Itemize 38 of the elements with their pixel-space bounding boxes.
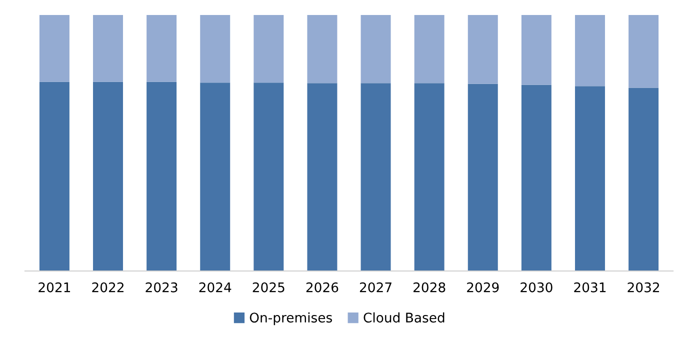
legend-label: Cloud Based: [364, 312, 444, 323]
bar: [468, 84, 498, 271]
legend-label: On-premises: [250, 312, 332, 326]
bar: [200, 82, 230, 271]
bar: [254, 15, 284, 83]
bar: [307, 83, 338, 271]
x-tick-label: 2026: [306, 282, 338, 292]
bar: [39, 15, 70, 82]
bar: [93, 82, 124, 271]
x-tick-label: 2030: [520, 282, 552, 292]
bar: [414, 15, 444, 84]
bar: [628, 15, 659, 88]
x-tick-label: 2024: [199, 282, 232, 292]
bar: [93, 15, 124, 82]
x-tick-label: 2025: [252, 282, 284, 292]
bar: [146, 82, 177, 271]
bar: [146, 15, 177, 82]
bar: [521, 15, 552, 85]
x-tick-label: 2027: [360, 282, 392, 292]
x-tick-label: 2022: [92, 282, 124, 292]
bar: [468, 15, 498, 84]
x-tick-label: 2028: [414, 282, 446, 292]
x-tick-label: 2032: [628, 282, 660, 292]
bar: [574, 86, 605, 271]
bar: [628, 88, 659, 271]
bar: [414, 83, 444, 271]
x-tick-label: 2023: [146, 282, 178, 292]
x-tick-label: 2021: [38, 282, 70, 292]
bar: [254, 82, 284, 271]
bar: [360, 15, 391, 84]
bar: [200, 15, 230, 83]
x-tick-label: 2029: [467, 282, 499, 292]
bar: [521, 84, 552, 271]
x-tick-label: 2031: [574, 282, 606, 292]
bar: [360, 83, 391, 271]
bar: [307, 15, 338, 84]
bar: [39, 82, 70, 271]
bar: [574, 15, 605, 86]
